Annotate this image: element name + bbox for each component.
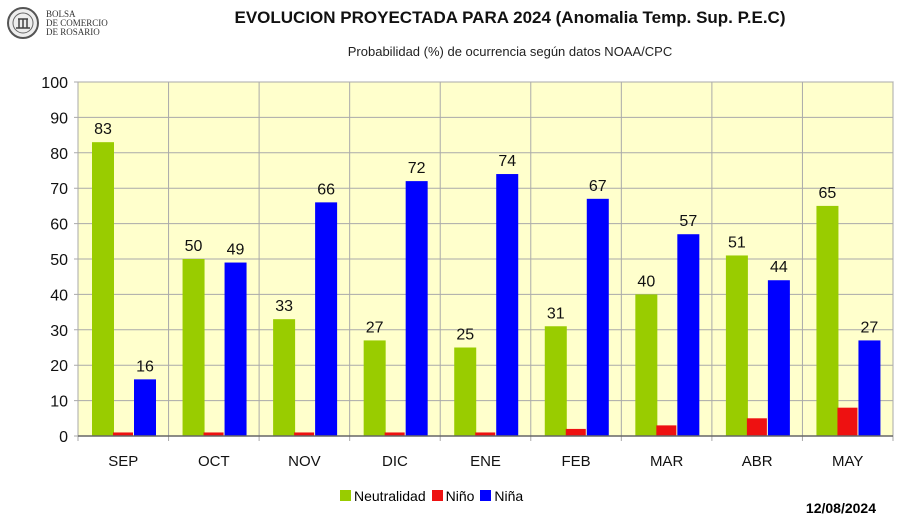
bar-niño (656, 425, 677, 436)
data-label: 50 (185, 238, 203, 255)
bar-niña (586, 198, 609, 436)
legend-item-nino: Niño (431, 488, 474, 504)
legend-item-neutralidad: Neutralidad (340, 488, 426, 504)
y-tick-label: 70 (50, 181, 68, 198)
y-tick-label: 60 (50, 217, 68, 234)
bar-neutralidad (273, 319, 296, 436)
logo-line: BOLSA (46, 8, 76, 19)
x-tick-label: ABR (742, 453, 773, 470)
y-tick-label: 10 (50, 394, 68, 411)
bar-niño (113, 432, 133, 436)
data-label: 66 (317, 181, 335, 198)
data-label: 16 (136, 358, 154, 375)
bar-niño (203, 432, 224, 436)
bar-niña (224, 262, 247, 436)
x-tick-label: MAY (832, 453, 863, 470)
y-tick-label: 20 (50, 358, 68, 375)
data-label: 57 (679, 213, 697, 230)
chart-title: EVOLUCION PROYECTADA PARA 2024 (Anomalia… (234, 8, 786, 27)
logo-line: DE COMERCIO (46, 17, 108, 28)
x-tick-label: FEB (561, 453, 590, 470)
bar-niña (134, 379, 156, 436)
x-tick-label: OCT (198, 453, 230, 470)
bar-neutralidad (635, 294, 658, 436)
y-tick-label: 80 (50, 146, 68, 163)
bar-niña (858, 340, 881, 436)
y-tick-label: 30 (50, 323, 68, 340)
bar-neutralidad (816, 205, 839, 436)
bar-niña (496, 174, 519, 437)
bar-niño (837, 407, 858, 436)
bar-neutralidad (363, 340, 386, 436)
bar-neutralidad (182, 259, 205, 436)
data-label: 27 (861, 319, 879, 336)
date: 12/08/2024 (805, 500, 876, 516)
x-tick-label: ENE (470, 453, 501, 470)
chart-subtitle: Probabilidad (%) de ocurrencia según dat… (347, 44, 673, 59)
bar-niño (384, 432, 405, 436)
bar-neutralidad (725, 255, 748, 436)
bar-niño (746, 418, 767, 436)
y-tick-label: 90 (50, 110, 68, 127)
x-tick-label: MAR (650, 453, 684, 470)
bar-niño (565, 428, 586, 436)
data-label: 83 (94, 121, 112, 138)
data-label: 44 (770, 259, 788, 276)
data-label: 25 (456, 327, 474, 344)
seal-icon (7, 7, 39, 39)
bar-niña (315, 202, 338, 436)
data-label: 67 (589, 178, 607, 195)
logo: BOLSA DE COMERCIO DE ROSARIO (6, 6, 108, 40)
data-label: 33 (275, 298, 293, 315)
data-label: 40 (637, 273, 655, 290)
bar-neutralidad (454, 347, 477, 436)
data-label: 49 (227, 242, 245, 259)
logo-line: DE ROSARIO (46, 26, 100, 37)
data-label: 72 (408, 160, 426, 177)
y-tick-label: 40 (50, 287, 68, 304)
y-tick-label: 0 (59, 429, 68, 446)
data-label: 51 (728, 234, 746, 251)
data-label: 27 (366, 319, 384, 336)
data-label: 74 (498, 153, 516, 170)
data-label: 31 (547, 305, 565, 322)
bar-neutralidad (92, 142, 114, 436)
legend-item-nina: Niña (480, 488, 523, 504)
bar-niña (405, 181, 428, 436)
y-tick-label: 50 (50, 252, 68, 269)
legend: Neutralidad Niño Niña (340, 488, 523, 504)
data-label: 65 (819, 185, 837, 202)
bar-niño (294, 432, 315, 436)
x-tick-label: NOV (288, 453, 321, 470)
bar-niña (677, 234, 700, 436)
x-tick-label: DIC (382, 453, 408, 470)
bar-neutralidad (544, 326, 567, 436)
bar-niña (767, 280, 790, 436)
y-tick-label: 100 (41, 75, 68, 92)
x-tick-label: SEP (108, 453, 138, 470)
bar-niño (475, 432, 496, 436)
